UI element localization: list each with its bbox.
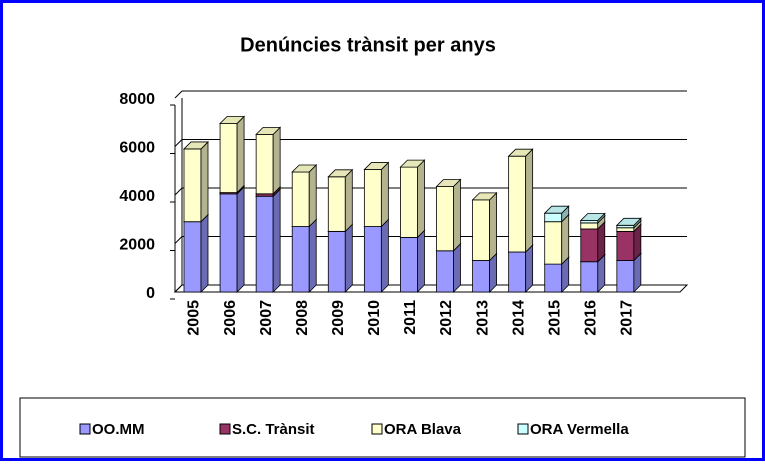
x-tick-label: 2016 xyxy=(583,300,600,336)
bar-top xyxy=(363,162,390,170)
y-tick-label: 8000 xyxy=(119,91,155,108)
bar-side xyxy=(380,218,389,293)
bar-segment xyxy=(508,155,527,253)
bar-side xyxy=(417,229,425,293)
bar-side xyxy=(308,218,317,293)
bar-side xyxy=(344,223,353,293)
bar-segment xyxy=(363,169,382,227)
bar-side xyxy=(561,213,570,266)
x-tick-label: 2015 xyxy=(546,300,563,336)
bar-segment xyxy=(436,186,454,252)
bar-side xyxy=(272,126,281,195)
bar-segment xyxy=(544,212,563,223)
bar-segment xyxy=(580,261,599,293)
floor xyxy=(173,284,689,293)
bar-segment xyxy=(327,230,346,293)
bar-segment xyxy=(580,228,599,263)
bar-segment xyxy=(580,222,599,230)
bar-segment xyxy=(472,260,490,293)
bar-segment xyxy=(400,237,418,293)
legend-label: ORA Vermella xyxy=(530,421,629,438)
bar-side xyxy=(200,213,209,293)
bar-segment xyxy=(472,199,490,261)
grid-side xyxy=(174,139,183,147)
bar-segment xyxy=(255,133,274,195)
x-tick-label: 2014 xyxy=(510,300,527,336)
bar-top xyxy=(399,159,426,168)
x-tick-label: 2005 xyxy=(186,300,203,336)
bar-segment xyxy=(616,230,635,261)
chart-title: Denúncies trànsit per anys xyxy=(240,34,496,56)
y-tick-label: 2000 xyxy=(119,237,155,254)
bar-segment xyxy=(363,226,382,293)
legend-swatch xyxy=(79,423,91,435)
bar-segment xyxy=(544,221,563,265)
bar-side xyxy=(308,163,317,228)
bar-segment xyxy=(327,176,346,232)
legend-swatch xyxy=(517,423,529,435)
x-tick-label: 2009 xyxy=(330,300,347,336)
grid-side xyxy=(174,90,183,99)
bar-segment xyxy=(183,221,202,293)
bar-side xyxy=(453,178,461,252)
y-tick-label: 0 xyxy=(146,285,155,302)
bar-top xyxy=(183,141,209,150)
bar-top xyxy=(471,192,498,201)
bar-segment xyxy=(219,193,238,293)
x-tick-label: 2017 xyxy=(619,300,636,336)
bar-side xyxy=(236,115,245,194)
bar-top xyxy=(507,148,534,157)
bar-segment xyxy=(255,195,274,293)
bar-segment xyxy=(291,171,310,227)
x-tick-label: 2006 xyxy=(222,300,239,336)
x-tick-label: 2010 xyxy=(366,300,383,336)
bar-top xyxy=(219,116,246,124)
legend-swatch xyxy=(219,423,231,435)
legend-swatch xyxy=(371,423,383,435)
grid-side xyxy=(174,187,183,196)
bar-side xyxy=(489,191,497,262)
bar-side xyxy=(453,242,461,293)
legend-label: S.C. Trànsit xyxy=(232,421,315,438)
x-tick-label: 2008 xyxy=(294,300,311,336)
bar-top xyxy=(291,164,318,173)
grid-side xyxy=(174,236,183,244)
bar-side xyxy=(236,185,245,293)
x-tick-label: 2007 xyxy=(258,300,275,336)
bar-top xyxy=(327,169,354,178)
x-tick-label: 2011 xyxy=(402,300,419,335)
x-tick-label: 2013 xyxy=(474,300,491,336)
bar-segment xyxy=(616,227,635,232)
bar-top xyxy=(615,217,642,226)
legend-label: ORA Blava xyxy=(384,421,462,438)
bar-segment xyxy=(616,260,635,293)
bar-segment xyxy=(436,250,454,293)
legend-label: OO.MM xyxy=(92,421,145,438)
bar-segment xyxy=(400,166,418,238)
bar-segment xyxy=(544,263,563,293)
bar-side xyxy=(380,161,389,228)
bar-top xyxy=(435,179,462,187)
bar-side xyxy=(525,148,534,253)
bar-side xyxy=(272,188,281,293)
bar-segment xyxy=(183,148,202,223)
y-tick-label: 4000 xyxy=(119,188,155,205)
bar-side xyxy=(344,168,353,233)
bar-side xyxy=(200,140,209,223)
bar-segment xyxy=(219,123,238,193)
bar-segment xyxy=(508,251,527,293)
y-tick-label: 6000 xyxy=(119,140,155,157)
bar-side xyxy=(417,159,425,239)
x-tick-label: 2012 xyxy=(438,300,455,336)
grid-side xyxy=(174,284,183,293)
bar-segment xyxy=(291,226,310,293)
bar-side xyxy=(525,244,534,293)
bar-top xyxy=(543,205,570,214)
bar-top xyxy=(255,126,282,135)
bar-top xyxy=(579,213,606,221)
